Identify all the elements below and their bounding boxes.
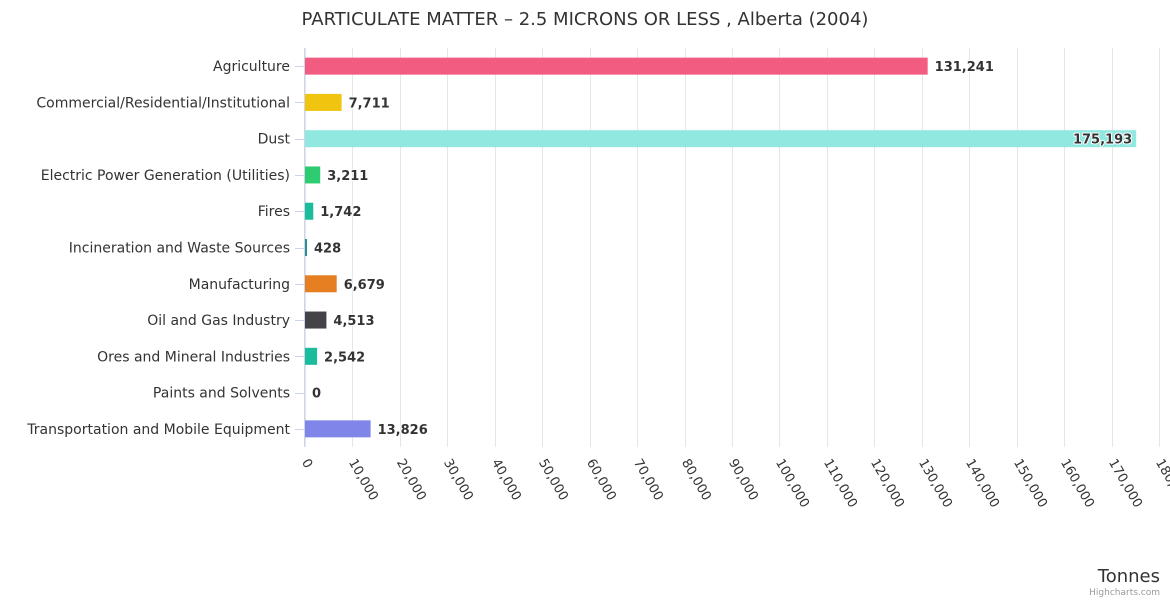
data-labels: 131,241 7,711 175,193 3,211 1,742 428 6,679 4,5… xyxy=(311,59,1133,439)
chart-title: PARTICULATE MATTER – 2.5 MICRONS OR LESS… xyxy=(302,9,869,30)
x-tick-label: 80,000 xyxy=(678,457,714,504)
x-axis-ticks: 0 10,000 20,000 30,000 40,000 50,000 60,000 70,… xyxy=(298,457,1170,511)
bar[interactable] xyxy=(305,57,928,75)
bar[interactable] xyxy=(305,166,321,184)
data-label: 175,193 xyxy=(1073,133,1132,148)
x-tick-label: 40,000 xyxy=(488,457,524,504)
data-label: 0 xyxy=(312,387,321,402)
data-label: 1,742 xyxy=(320,205,361,220)
x-tick-label: 150,000 xyxy=(1010,457,1050,511)
data-label: 2,542 xyxy=(324,350,365,365)
bar[interactable] xyxy=(305,202,314,220)
x-tick-label: 0 xyxy=(298,457,315,472)
x-tick-label: 160,000 xyxy=(1057,457,1097,511)
x-tick-label: 100,000 xyxy=(772,457,812,511)
x-tick-label: 180,000 xyxy=(1152,457,1170,511)
bar[interactable] xyxy=(305,420,371,438)
grid-lines xyxy=(295,48,1160,447)
bar[interactable] xyxy=(305,130,1137,148)
x-tick-label: 130,000 xyxy=(915,457,955,511)
bar[interactable] xyxy=(305,239,308,256)
bar[interactable] xyxy=(305,275,337,293)
category-label: Ores and Mineral Industries xyxy=(97,349,290,365)
category-label: Fires xyxy=(258,204,290,220)
x-tick-label: 20,000 xyxy=(393,457,429,504)
data-label: 428 xyxy=(314,242,341,257)
data-label: 7,711 xyxy=(349,96,390,111)
category-label: Paints and Solvents xyxy=(153,386,290,402)
x-tick-label: 50,000 xyxy=(535,457,571,504)
x-tick-label: 140,000 xyxy=(962,457,1002,511)
x-tick-label: 60,000 xyxy=(583,457,619,504)
bar[interactable] xyxy=(305,311,327,329)
category-label: Commercial/Residential/Institutional xyxy=(36,95,290,111)
data-label: 131,241 xyxy=(935,60,994,75)
data-label: 6,679 xyxy=(344,278,385,293)
x-axis-title: Tonnes xyxy=(1097,566,1160,587)
data-label: 4,513 xyxy=(333,314,374,329)
category-labels: Agriculture Commercial/Residential/Instit… xyxy=(26,59,290,438)
x-tick-label: 70,000 xyxy=(630,457,666,504)
x-tick-label: 110,000 xyxy=(820,457,860,511)
bars xyxy=(305,57,1137,438)
bar[interactable] xyxy=(305,347,318,365)
x-tick-label: 170,000 xyxy=(1105,457,1145,511)
category-label: Manufacturing xyxy=(189,277,290,293)
category-label: Transportation and Mobile Equipment xyxy=(26,422,290,438)
credits-link[interactable]: Highcharts.com xyxy=(1089,588,1160,598)
x-tick-label: 120,000 xyxy=(867,457,907,511)
x-tick-label: 30,000 xyxy=(440,457,476,504)
category-label: Incineration and Waste Sources xyxy=(69,241,290,257)
x-tick-label: 90,000 xyxy=(725,457,761,504)
data-label: 3,211 xyxy=(327,169,368,184)
category-label: Oil and Gas Industry xyxy=(147,313,290,329)
bar[interactable] xyxy=(305,93,342,111)
category-label: Dust xyxy=(258,132,291,148)
category-label: Electric Power Generation (Utilities) xyxy=(41,168,290,184)
x-tick-label: 10,000 xyxy=(345,457,381,504)
data-label: 13,826 xyxy=(378,423,428,438)
category-label: Agriculture xyxy=(213,59,290,75)
